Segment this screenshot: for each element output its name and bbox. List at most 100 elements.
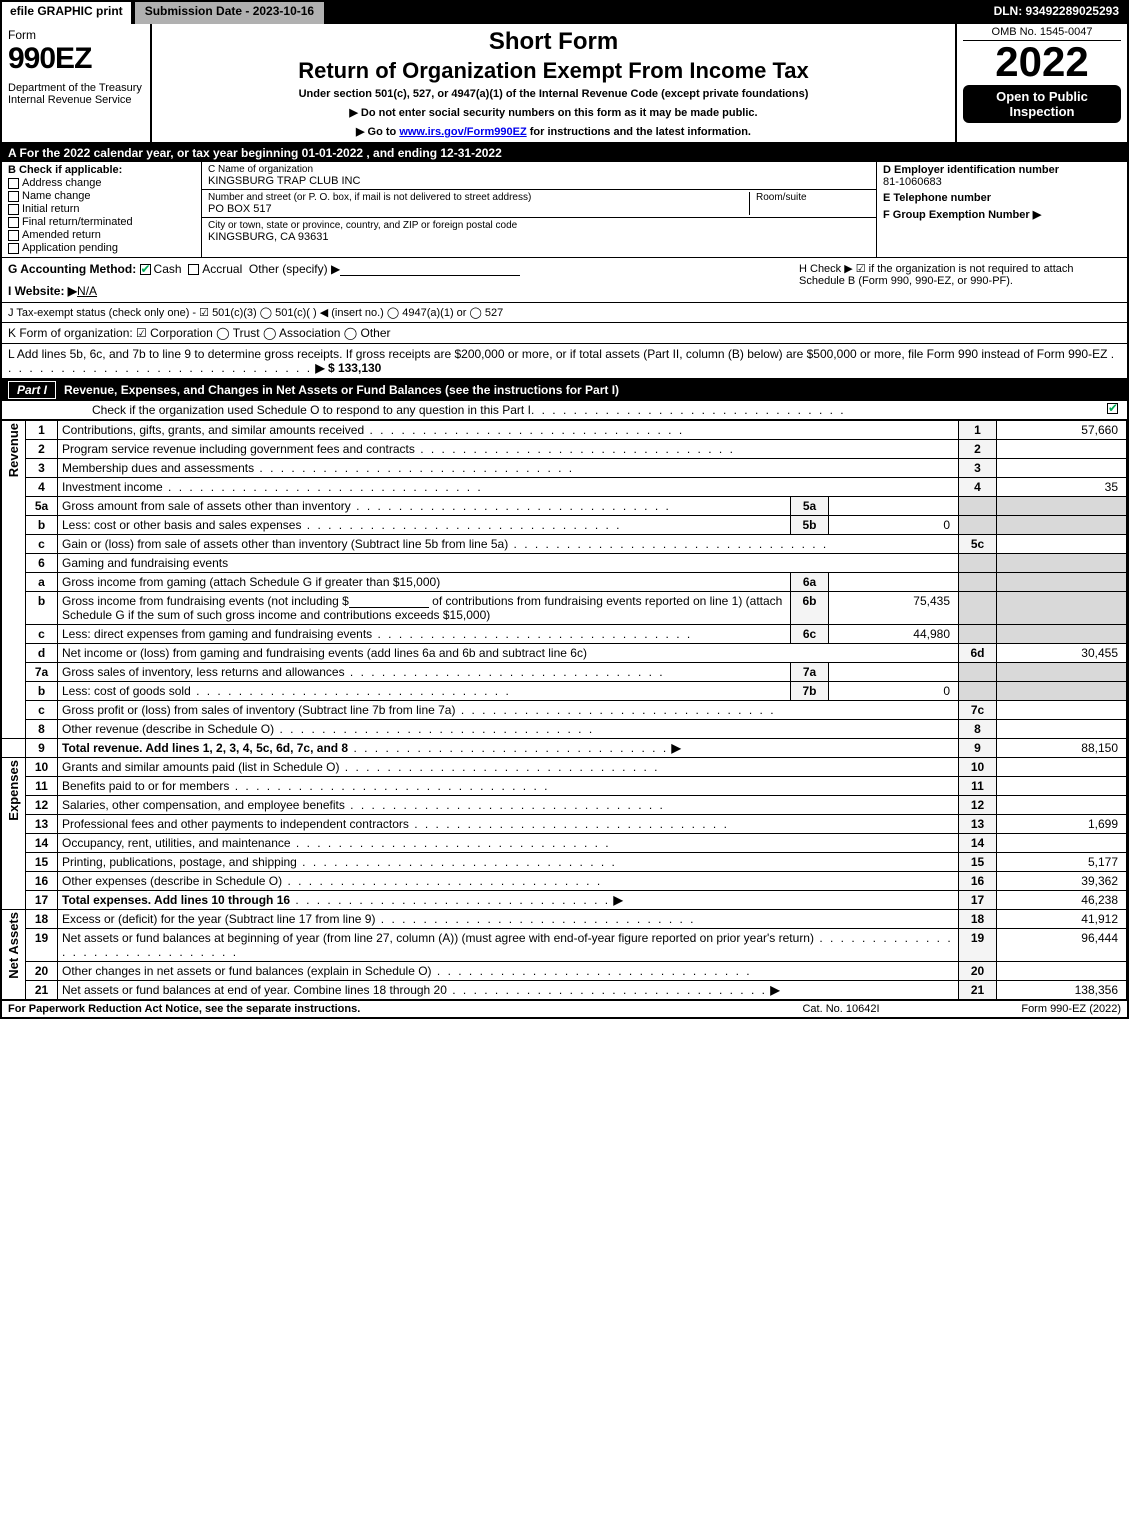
c-room-label: Room/suite (756, 192, 870, 203)
chk-address-change[interactable]: Address change (8, 177, 195, 189)
efile-print-label[interactable]: efile GRAPHIC print (2, 2, 133, 24)
org-street: PO BOX 517 (208, 203, 743, 215)
paperwork-notice: For Paperwork Reduction Act Notice, see … (8, 1003, 741, 1015)
row-g-h: G Accounting Method: Cash Accrual Other … (2, 258, 1127, 303)
line-5c-amount (997, 535, 1127, 554)
row-j-tax-exempt: J Tax-exempt status (check only one) - ☑… (2, 303, 1127, 323)
part-i-label: Part I (8, 381, 56, 399)
line-7c-amount (997, 701, 1127, 720)
expenses-side-label: Expenses (6, 760, 21, 821)
c-city-label: City or town, state or province, country… (208, 220, 870, 231)
row-l-gross-receipts: L Add lines 5b, 6c, and 7b to line 9 to … (2, 344, 1127, 379)
open-to-public-box: Open to Public Inspection (963, 85, 1121, 123)
lines-table: Revenue 1 Contributions, gifts, grants, … (2, 420, 1127, 1000)
row-a-tax-year: A For the 2022 calendar year, or tax yea… (2, 144, 1127, 162)
line-18-amount: 41,912 (997, 910, 1127, 929)
chk-cash[interactable] (140, 264, 151, 275)
c-street-block: Number and street (or P. O. box, if mail… (202, 190, 876, 218)
header-left-col: Form 990EZ Department of the Treasury In… (2, 24, 152, 142)
line-15-amount: 5,177 (997, 853, 1127, 872)
line-3-amount (997, 459, 1127, 478)
subtitle: Under section 501(c), 527, or 4947(a)(1)… (158, 88, 949, 100)
h-schedule-b: H Check ▶ ☑ if the organization is not r… (791, 262, 1121, 298)
line-10-amount (997, 758, 1127, 777)
line-14-amount (997, 834, 1127, 853)
part-i-header: Part I Revenue, Expenses, and Changes in… (2, 379, 1127, 401)
line-6b-value: 75,435 (829, 592, 959, 625)
line-8-amount (997, 720, 1127, 739)
line-6c-value: 44,980 (829, 625, 959, 644)
form-word: Form (8, 28, 144, 42)
line-7a-value (829, 663, 959, 682)
page-footer: For Paperwork Reduction Act Notice, see … (2, 1000, 1127, 1017)
line-6d-amount: 30,455 (997, 644, 1127, 663)
irs-link[interactable]: www.irs.gov/Form990EZ (399, 126, 526, 138)
chk-amended-return[interactable]: Amended return (8, 229, 195, 241)
line-1-amount: 57,660 (997, 421, 1127, 440)
cat-no: Cat. No. 10642I (741, 1003, 941, 1015)
line-13-amount: 1,699 (997, 815, 1127, 834)
f-label: F Group Exemption Number ▶ (883, 209, 1041, 221)
department-label: Department of the Treasury Internal Reve… (8, 82, 144, 106)
col-d-e-f: D Employer identification number81-10606… (877, 162, 1127, 257)
6b-contrib-blank[interactable] (349, 596, 429, 608)
line-12-amount (997, 796, 1127, 815)
netassets-side-label: Net Assets (6, 912, 21, 979)
c-street-label: Number and street (or P. O. box, if mail… (208, 192, 743, 203)
c-name-block: C Name of organization KINGSBURG TRAP CL… (202, 162, 876, 190)
header-center-col: Short Form Return of Organization Exempt… (152, 24, 957, 142)
instruction-2: ▶ Go to www.irs.gov/Form990EZ for instru… (158, 125, 949, 138)
chk-accrual[interactable] (188, 264, 199, 275)
line-7b-value: 0 (829, 682, 959, 701)
top-bar: efile GRAPHIC print Submission Date - 20… (2, 2, 1127, 24)
c-city-block: City or town, state or province, country… (202, 218, 876, 245)
part-i-checknote-row: Check if the organization used Schedule … (2, 401, 1127, 420)
main-title: Return of Organization Exempt From Incom… (158, 58, 949, 84)
chk-final-return[interactable]: Final return/terminated (8, 216, 195, 228)
form-header: Form 990EZ Department of the Treasury In… (2, 24, 1127, 144)
other-method-blank[interactable] (340, 264, 520, 276)
line-2-amount (997, 440, 1127, 459)
website-value: N/A (77, 284, 97, 298)
e-label: E Telephone number (883, 192, 991, 204)
row-k-form-of-org: K Form of organization: ☑ Corporation ◯ … (2, 323, 1127, 344)
line-9-amount: 88,150 (997, 739, 1127, 758)
section-bcd: B Check if applicable: Address change Na… (2, 162, 1127, 258)
ein-value: 81-1060683 (883, 176, 942, 188)
line-21-amount: 138,356 (997, 981, 1127, 1000)
chk-initial-return[interactable]: Initial return (8, 203, 195, 215)
submission-date: Submission Date - 2023-10-16 (133, 2, 326, 24)
part-i-title: Revenue, Expenses, and Changes in Net As… (64, 383, 619, 397)
d-label: D Employer identification number (883, 164, 1059, 176)
form-990ez-page: efile GRAPHIC print Submission Date - 20… (0, 0, 1129, 1019)
form-ref: Form 990-EZ (2022) (941, 1003, 1121, 1015)
instr2-post: for instructions and the latest informat… (527, 126, 751, 138)
header-right-col: OMB No. 1545-0047 2022 Open to Public In… (957, 24, 1127, 142)
revenue-side-label: Revenue (6, 423, 21, 477)
instr2-pre: ▶ Go to (356, 126, 399, 138)
g-accounting: G Accounting Method: Cash Accrual Other … (8, 262, 791, 276)
col-c-org-info: C Name of organization KINGSBURG TRAP CL… (202, 162, 877, 257)
line-17-amount: 46,238 (997, 891, 1127, 910)
instruction-1: ▶ Do not enter social security numbers o… (158, 106, 949, 119)
line-19-amount: 96,444 (997, 929, 1127, 962)
org-city: KINGSBURG, CA 93631 (208, 231, 870, 243)
c-name-label: C Name of organization (208, 164, 870, 175)
line-6a-value (829, 573, 959, 592)
part-i-schedule-o-check[interactable] (1107, 403, 1118, 414)
line-20-amount (997, 962, 1127, 981)
short-form-title: Short Form (158, 28, 949, 56)
col-b-checkboxes: B Check if applicable: Address change Na… (2, 162, 202, 257)
line-5b-value: 0 (829, 516, 959, 535)
chk-application-pending[interactable]: Application pending (8, 242, 195, 254)
tax-year: 2022 (963, 41, 1121, 83)
chk-name-change[interactable]: Name change (8, 190, 195, 202)
line-11-amount (997, 777, 1127, 796)
dln-number: DLN: 93492289025293 (986, 2, 1127, 24)
form-number: 990EZ (8, 42, 144, 76)
line-5a-value (829, 497, 959, 516)
line-4-amount: 35 (997, 478, 1127, 497)
b-title: B Check if applicable: (8, 164, 195, 176)
gross-receipts-amount: ▶ $ 133,130 (315, 361, 381, 375)
org-name: KINGSBURG TRAP CLUB INC (208, 175, 870, 187)
